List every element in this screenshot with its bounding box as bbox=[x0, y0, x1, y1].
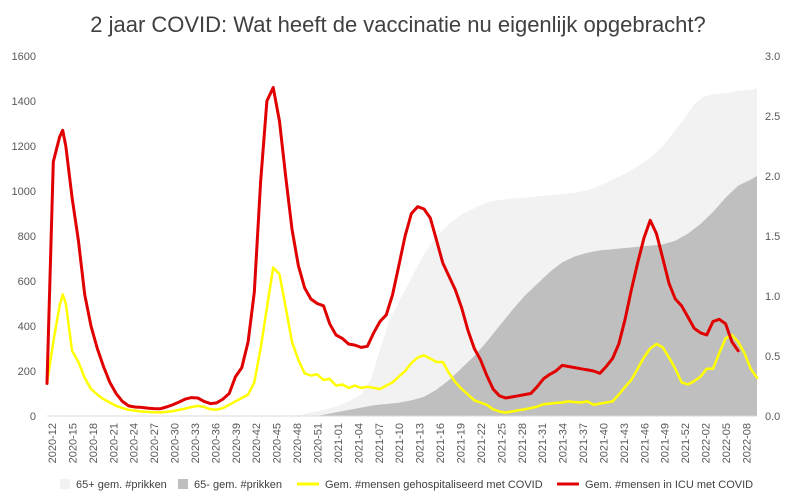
x-axis: 2020-12 2020-15 2020-18 2020-21 2020-24 2020-… bbox=[47, 423, 753, 463]
x-tick-label: 2020-30 bbox=[170, 423, 182, 463]
x-tick-label: 2020-15 bbox=[67, 423, 79, 463]
right-axis: 0.0 0.5 1.0 1.5 2.0 2.5 3.0 bbox=[765, 51, 780, 423]
x-tick-label: 2020-36 bbox=[210, 423, 222, 463]
legend-label: 65+ gem. #prikken bbox=[76, 479, 167, 491]
legend-item: 65+ gem. #prikken bbox=[60, 479, 167, 491]
x-tick-label: 2021-19 bbox=[456, 423, 468, 463]
x-tick-label: 2021-22 bbox=[476, 423, 488, 463]
legend-label: 65- gem. #prikken bbox=[194, 479, 282, 491]
y-left-tick-label: 800 bbox=[18, 231, 36, 243]
legend-item: 65- gem. #prikken bbox=[178, 479, 282, 491]
line-layer bbox=[45, 86, 759, 414]
line-series-2 bbox=[45, 86, 740, 411]
legend-item: Gem. #mensen gehospitaliseerd met COVID bbox=[297, 479, 543, 491]
area-series-2 bbox=[47, 173, 757, 416]
x-tick-label: 2022-08 bbox=[741, 423, 753, 463]
y-left-tick-label: 0 bbox=[30, 411, 36, 423]
legend-label: Gem. #mensen in ICU met COVID bbox=[585, 479, 753, 491]
y-left-tick-label: 600 bbox=[18, 276, 36, 288]
x-tick-label: 2021-40 bbox=[599, 423, 611, 463]
legend-item: Gem. #mensen in ICU met COVID bbox=[557, 479, 753, 491]
y-right-tick-label: 1.0 bbox=[765, 291, 780, 303]
line-series-1 bbox=[45, 266, 759, 414]
x-tick-label: 2020-21 bbox=[108, 423, 120, 463]
x-tick-label: 2020-48 bbox=[292, 423, 304, 463]
x-tick-label: 2020-45 bbox=[272, 423, 284, 463]
legend: 65+ gem. #prikken 65- gem. #prikken Gem. #… bbox=[60, 479, 753, 491]
y-left-tick-label: 1200 bbox=[12, 141, 36, 153]
x-tick-label: 2021-31 bbox=[537, 423, 549, 463]
x-tick-label: 2020-51 bbox=[313, 423, 325, 463]
y-right-tick-label: 3.0 bbox=[765, 51, 780, 63]
legend-swatch bbox=[60, 479, 70, 489]
y-left-tick-label: 1400 bbox=[12, 96, 36, 108]
chart-title: 2 jaar COVID: Wat heeft de vaccinatie nu… bbox=[90, 12, 706, 37]
x-tick-label: 2021-01 bbox=[333, 423, 345, 463]
area-layer bbox=[47, 86, 757, 416]
x-tick-label: 2020-27 bbox=[149, 423, 161, 463]
x-tick-label: 2020-12 bbox=[47, 423, 59, 463]
y-right-tick-label: 0.5 bbox=[765, 351, 780, 363]
y-right-tick-label: 2.0 bbox=[765, 171, 780, 183]
x-tick-label: 2020-39 bbox=[231, 423, 243, 463]
x-tick-label: 2021-43 bbox=[619, 423, 631, 463]
x-tick-label: 2021-07 bbox=[374, 423, 386, 463]
y-left-tick-label: 1000 bbox=[12, 186, 36, 198]
x-tick-label: 2021-04 bbox=[353, 423, 365, 463]
x-tick-label: 2022-02 bbox=[701, 423, 713, 463]
x-tick-label: 2021-34 bbox=[558, 423, 570, 463]
x-tick-label: 2021-13 bbox=[415, 423, 427, 463]
y-left-tick-label: 200 bbox=[18, 366, 36, 378]
legend-swatch bbox=[178, 479, 188, 489]
x-tick-label: 2021-49 bbox=[660, 423, 672, 463]
y-right-tick-label: 1.5 bbox=[765, 231, 780, 243]
x-tick-label: 2021-52 bbox=[680, 423, 692, 463]
left-axis: 0 200 400 600 800 1000 1200 1400 1600 bbox=[12, 51, 36, 423]
y-left-tick-label: 1600 bbox=[12, 51, 36, 63]
x-tick-label: 2021-37 bbox=[578, 423, 590, 463]
x-tick-label: 2021-28 bbox=[517, 423, 529, 463]
x-tick-label: 2020-42 bbox=[251, 423, 263, 463]
x-tick-label: 2021-10 bbox=[394, 423, 406, 463]
x-tick-label: 2020-33 bbox=[190, 423, 202, 463]
x-tick-label: 2021-46 bbox=[639, 423, 651, 463]
x-tick-label: 2021-25 bbox=[496, 423, 508, 463]
y-left-tick-label: 400 bbox=[18, 321, 36, 333]
x-tick-label: 2020-18 bbox=[88, 423, 100, 463]
x-tick-label: 2020-24 bbox=[129, 423, 141, 463]
x-tick-label: 2021-16 bbox=[435, 423, 447, 463]
y-right-tick-label: 2.5 bbox=[765, 111, 780, 123]
y-right-tick-label: 0.0 bbox=[765, 411, 780, 423]
x-tick-label: 2022-05 bbox=[721, 423, 733, 463]
legend-label: Gem. #mensen gehospitaliseerd met COVID bbox=[325, 479, 543, 491]
